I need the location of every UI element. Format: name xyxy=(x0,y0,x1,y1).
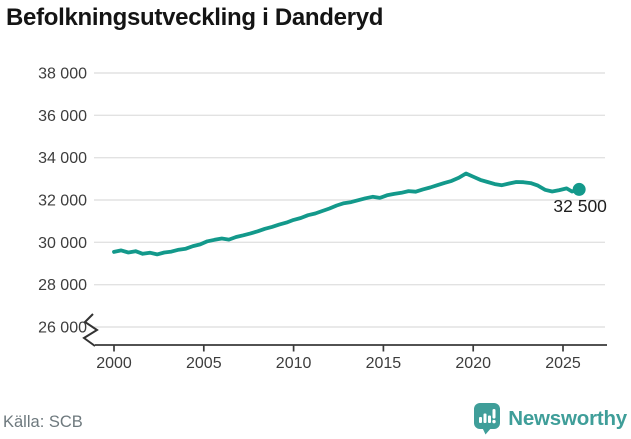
x-tick-label: 2025 xyxy=(545,355,581,372)
y-tick-label: 26 000 xyxy=(38,320,87,337)
x-tick-label: 2000 xyxy=(96,355,132,372)
y-tick-label: 38 000 xyxy=(38,66,87,83)
newsworthy-logo-text: Newsworthy xyxy=(508,406,627,430)
end-dot xyxy=(572,182,586,196)
source-label: Källa: SCB xyxy=(3,413,83,431)
x-tick-label: 2020 xyxy=(455,355,491,372)
x-tick-label: 2010 xyxy=(276,355,312,372)
chart-title: Befolkningsutveckling i Danderyd xyxy=(6,4,384,31)
end-value-label: 32 500 xyxy=(553,196,607,216)
y-tick-label: 32 000 xyxy=(38,193,87,210)
axis-break-icon xyxy=(82,313,99,347)
x-tick-label: 2005 xyxy=(186,355,222,372)
newsworthy-logo: Newsworthy xyxy=(473,402,627,435)
data-line xyxy=(112,171,582,257)
y-tick-label: 36 000 xyxy=(38,108,87,125)
x-tick-label: 2015 xyxy=(366,355,402,372)
y-tick-label: 34 000 xyxy=(38,150,87,167)
newsworthy-logo-icon xyxy=(474,403,501,435)
y-tick-label: 28 000 xyxy=(38,277,87,294)
y-tick-label: 30 000 xyxy=(38,235,87,252)
